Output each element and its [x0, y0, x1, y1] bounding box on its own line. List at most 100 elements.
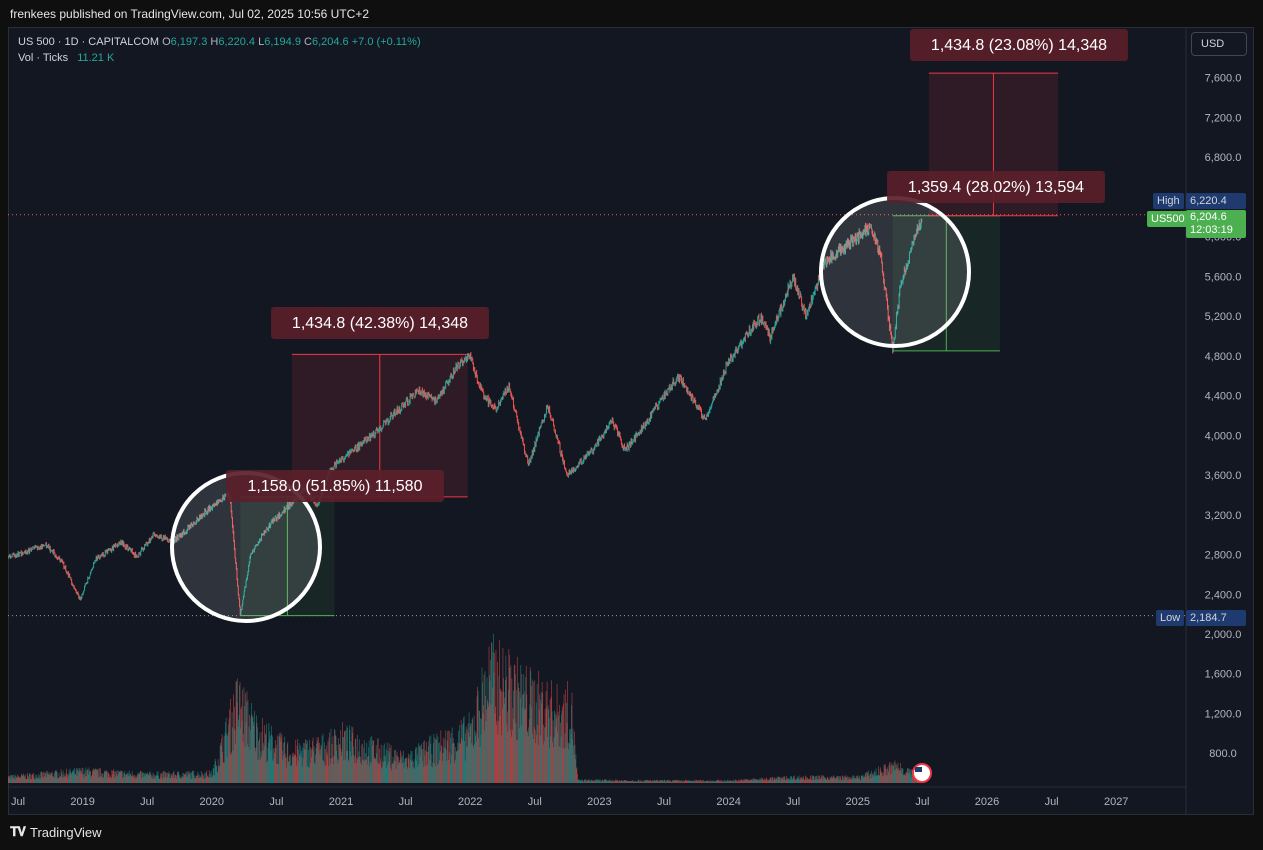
volume-bar: [158, 775, 159, 783]
volume-bar: [628, 781, 630, 783]
volume-bar: [706, 781, 708, 783]
volume-bar: [31, 775, 33, 783]
volume-bar: [309, 762, 311, 783]
volume-bar: [421, 743, 422, 783]
volume-bar: [146, 773, 148, 783]
volume-bar: [25, 779, 27, 783]
volume-bar: [422, 741, 424, 783]
volume-bar: [886, 768, 887, 783]
volume-bar: [220, 742, 222, 783]
volume-bar: [87, 769, 88, 783]
volume-bar: [103, 770, 105, 783]
chart-frame[interactable]: [8, 27, 1254, 815]
volume-bar: [321, 735, 323, 783]
volume-bar: [817, 775, 819, 783]
volume-bar: [386, 768, 388, 783]
volume-bar: [326, 745, 327, 783]
volume-bar: [736, 781, 737, 783]
volume-bar: [908, 768, 910, 783]
volume-bar: [809, 778, 810, 783]
volume-bar: [349, 751, 351, 783]
measure-label: 1,158.0 (51.85%) 11,580: [248, 478, 423, 495]
measure-label-bg: [887, 171, 1105, 203]
volume-bar: [518, 728, 520, 783]
volume-legend-label[interactable]: Vol · Ticks: [18, 52, 69, 64]
volume-bar: [29, 773, 31, 783]
volume-bar: [607, 781, 609, 783]
volume-bar: [428, 741, 430, 783]
volume-bar: [251, 703, 252, 783]
price-tick-label: 7,200.0: [1205, 112, 1242, 124]
measure-label: 1,434.8 (23.08%) 14,348: [931, 37, 1107, 54]
volume-bar: [17, 774, 18, 783]
volume-bar: [770, 778, 772, 783]
volume-bar: [721, 780, 722, 783]
legend-symbol[interactable]: US 500 · 1D · CAPITALCOM: [18, 36, 159, 48]
volume-bar: [235, 681, 237, 783]
volume-bar: [723, 780, 725, 783]
volume-bar: [164, 771, 165, 783]
volume-bar: [585, 780, 587, 783]
volume-bar: [409, 767, 410, 783]
volume-bar: [646, 780, 647, 783]
volume-bar: [366, 742, 368, 783]
volume-bar: [806, 777, 808, 783]
volume-bar: [582, 780, 584, 783]
volume-bar: [89, 770, 91, 783]
volume-bar: [39, 778, 41, 783]
volume-bar: [565, 747, 567, 783]
volume-bar: [423, 740, 425, 783]
volume-bar: [413, 761, 414, 783]
volume-bar: [479, 746, 481, 783]
volume-bar: [571, 705, 572, 783]
volume-bar: [18, 776, 20, 783]
volume-bar: [529, 667, 531, 783]
volume-bar: [526, 732, 528, 783]
brand-name: TradingView: [30, 824, 102, 840]
volume-bar: [467, 746, 469, 783]
volume-bar: [100, 773, 102, 783]
volume-bar: [364, 760, 366, 783]
volume-bar: [575, 759, 576, 783]
volume-bar: [751, 779, 753, 783]
volume-bar: [427, 746, 429, 783]
volume-bar: [404, 761, 405, 783]
volume-bar: [775, 779, 777, 783]
volume-bar: [358, 751, 360, 783]
volume-bar: [669, 780, 671, 783]
volume-bar: [727, 779, 728, 783]
volume-bar: [415, 749, 416, 783]
volume-bar: [74, 768, 75, 783]
volume-bar: [191, 778, 193, 783]
volume-bar: [445, 750, 447, 783]
volume-bar: [405, 757, 406, 783]
volume-bar: [832, 777, 834, 783]
currency-button[interactable]: USD: [1191, 32, 1247, 56]
volume-bar: [319, 742, 320, 783]
volume-bar: [763, 780, 765, 783]
last-price-tag: 6,204.6 12:03:19: [1186, 210, 1246, 238]
volume-bar: [601, 780, 603, 783]
volume-bar: [233, 728, 235, 783]
volume-bar: [652, 780, 654, 783]
volume-bar: [110, 778, 112, 783]
volume-bar: [662, 781, 664, 783]
volume-bar: [385, 755, 387, 783]
volume-bar: [711, 781, 713, 783]
tradingview-brand[interactable]: 𝐓𝐕 TradingView: [10, 824, 102, 840]
volume-bar: [446, 760, 448, 783]
volume-bar: [229, 754, 231, 783]
volume-bar: [253, 725, 255, 783]
volume-bar: [301, 766, 303, 783]
volume-bar: [372, 745, 374, 783]
volume-bar: [411, 761, 412, 783]
time-tick-label: Jul: [657, 796, 671, 808]
volume-bar: [105, 770, 107, 783]
volume-bar: [168, 771, 170, 783]
volume-bar: [35, 779, 37, 783]
volume-bar: [368, 747, 370, 783]
symbol-legend: US 500 · 1D · CAPITALCOM O6,197.3 H6,220…: [18, 34, 421, 66]
volume-bar: [445, 730, 447, 783]
volume-bar: [779, 777, 781, 783]
